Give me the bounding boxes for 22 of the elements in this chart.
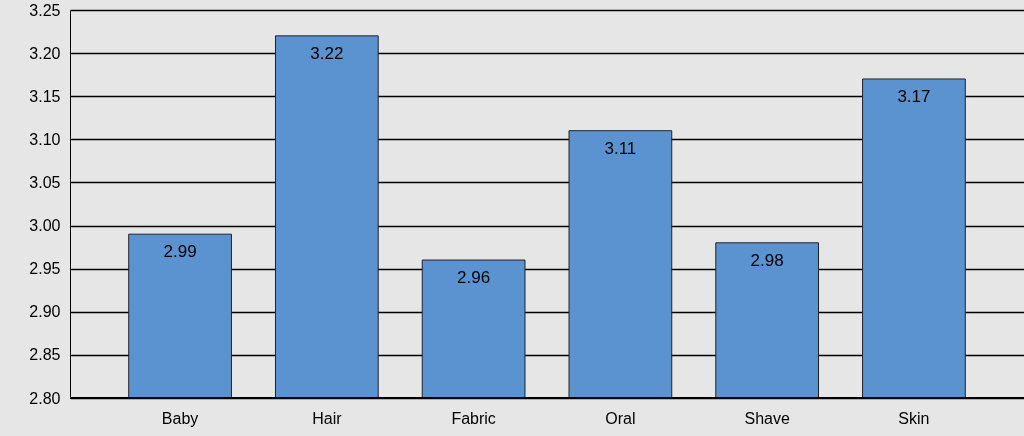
y-tick-label: 2.80 xyxy=(29,389,61,407)
y-tick-label: 3.15 xyxy=(29,87,61,105)
x-tick-label: Baby xyxy=(161,409,199,427)
x-tick-label: Oral xyxy=(605,409,636,427)
x-tick-label: Hair xyxy=(312,409,343,427)
data-label: 3.22 xyxy=(310,43,344,63)
y-tick-label: 3.05 xyxy=(29,173,61,191)
data-label: 2.96 xyxy=(457,268,491,288)
data-label: 3.11 xyxy=(604,138,637,158)
data-label: 3.17 xyxy=(897,86,931,106)
y-tick-label: 2.95 xyxy=(29,260,61,278)
y-tick-label: 3.25 xyxy=(29,1,61,19)
y-tick-label: 3.20 xyxy=(29,44,61,62)
x-tick-label: Skin xyxy=(898,409,930,427)
y-tick-label: 3.00 xyxy=(29,217,61,235)
y-tick-label: 2.85 xyxy=(29,346,61,364)
x-tick-label: Fabric xyxy=(451,409,496,427)
y-tick-label: 3.10 xyxy=(29,130,61,148)
x-tick-label: Shave xyxy=(744,409,790,427)
y-tick-label: 2.90 xyxy=(29,303,61,321)
data-label: 2.98 xyxy=(750,250,784,270)
data-label: 2.99 xyxy=(163,242,197,262)
